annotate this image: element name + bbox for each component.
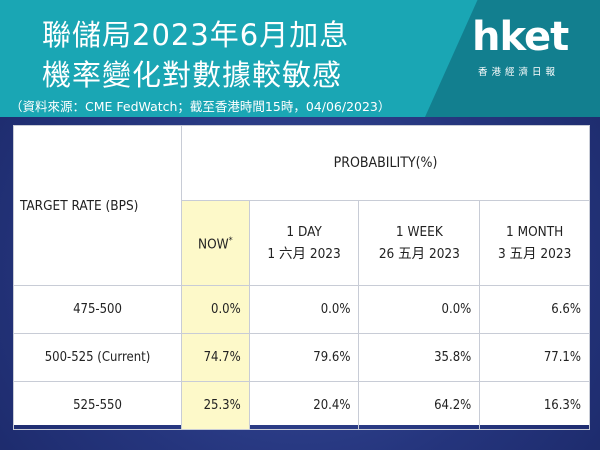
source-note: （資料來源：CME FedWatch；截至香港時間15時，04/06/2023） [10, 99, 391, 114]
hket-logo: hket 香港經濟日報 [472, 14, 592, 84]
probability-table-container: TARGET RATE (BPS) PROBABILITY(%) NOW* 1 … [13, 125, 590, 430]
col-header-now: NOW* [181, 200, 250, 286]
asterisk-marker: * [228, 236, 233, 247]
probability-table: TARGET RATE (BPS) PROBABILITY(%) NOW* 1 … [13, 125, 590, 430]
col-header-1month-label: 1 MONTH [506, 224, 564, 240]
rate-cell: 500-525 (Current) [13, 333, 182, 382]
table-row: 525-550 25.3% 20.4% 64.2% 16.3% [13, 381, 590, 430]
logo-text: hket [472, 14, 569, 60]
rate-cell: 475-500 [13, 285, 182, 334]
value-cell: 64.2% [358, 381, 481, 430]
table-row: 475-500 0.0% 0.0% 0.0% 6.6% [13, 285, 590, 334]
value-cell: 0.0% [358, 285, 481, 334]
col-header-1week-label: 1 WEEK [395, 224, 443, 240]
value-cell: 0.0% [181, 285, 250, 334]
col-header-1month-date: 3 五月 2023 [497, 246, 572, 262]
page-title-line1: 聯儲局2023年6月加息 [42, 18, 350, 52]
col-header-1week-date: 26 五月 2023 [378, 246, 460, 262]
logo-subtext: 香港經濟日報 [478, 67, 560, 78]
value-cell: 0.0% [248, 285, 360, 334]
col-header-1day-date: 1 六月 2023 [267, 246, 341, 262]
value-cell: 16.3% [479, 381, 590, 430]
col-header-1week: 1 WEEK 26 五月 2023 [358, 200, 481, 286]
probability-header: PROBABILITY(%) [181, 125, 590, 201]
value-cell: 77.1% [479, 333, 590, 382]
table-row: 500-525 (Current) 74.7% 79.6% 35.8% 77.1… [13, 333, 590, 382]
col-header-1month: 1 MONTH 3 五月 2023 [479, 200, 590, 286]
col-header-1day-label: 1 DAY [286, 224, 322, 240]
rate-cell: 525-550 [13, 381, 182, 430]
col-header-1day: 1 DAY 1 六月 2023 [248, 200, 360, 286]
value-cell: 25.3% [181, 381, 250, 430]
value-cell: 74.7% [181, 333, 250, 382]
value-cell: 35.8% [358, 333, 481, 382]
value-cell: 6.6% [479, 285, 590, 334]
col-header-now-label: NOW [198, 236, 229, 253]
header-banner: 聯儲局2023年6月加息 機率變化對數據較敏感 （資料來源：CME FedWat… [0, 0, 600, 117]
value-cell: 79.6% [248, 333, 360, 382]
target-rate-header: TARGET RATE (BPS) [13, 125, 182, 286]
value-cell: 20.4% [248, 381, 360, 430]
page-title-line2: 機率變化對數據較敏感 [42, 58, 343, 92]
